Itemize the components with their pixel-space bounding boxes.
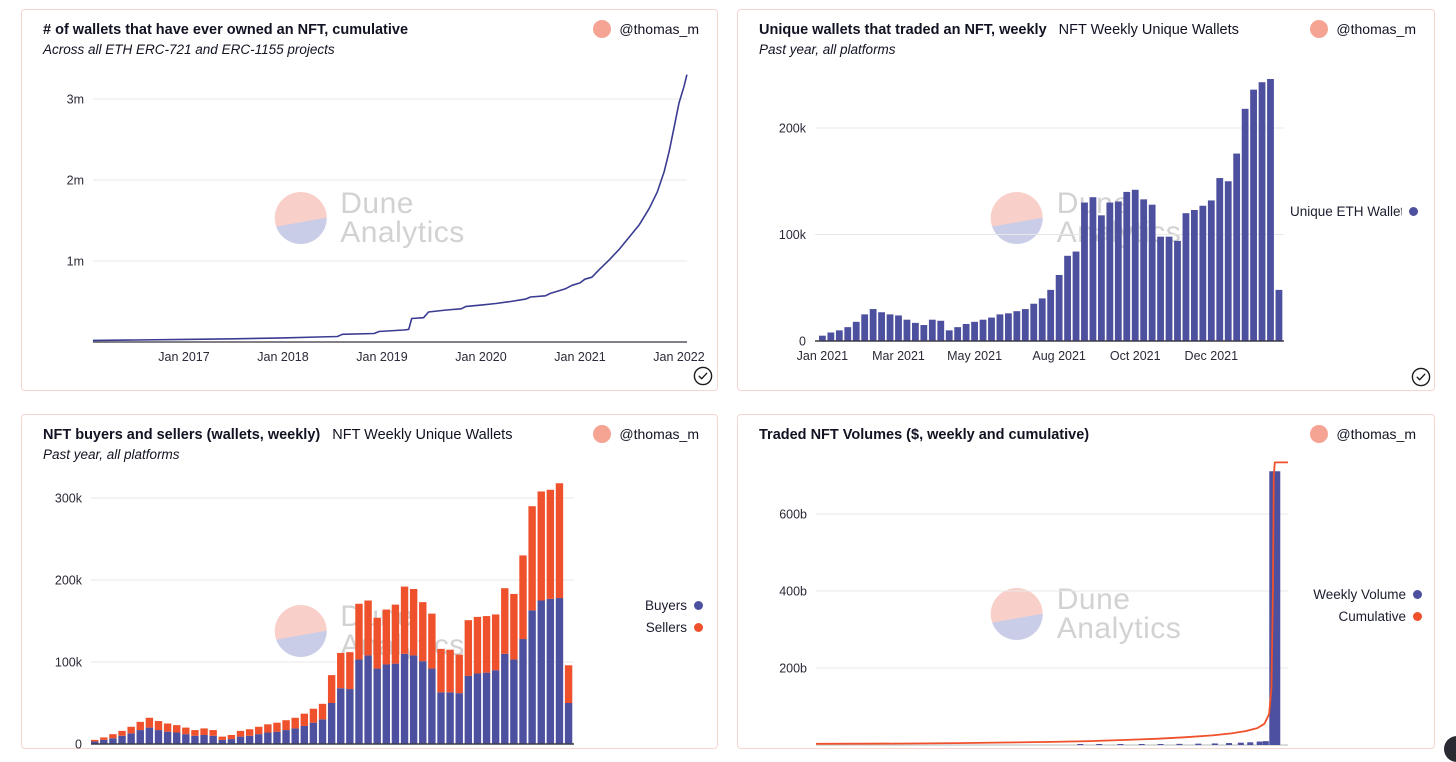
svg-text:400b: 400b bbox=[779, 585, 807, 599]
svg-text:2m: 2m bbox=[67, 174, 84, 188]
legend-label: Sellers bbox=[645, 620, 687, 635]
author-name: @thomas_m bbox=[619, 21, 699, 37]
panel-title-text: # of wallets that have ever owned an NFT… bbox=[43, 22, 409, 38]
svg-text:Jan 2018: Jan 2018 bbox=[257, 350, 308, 364]
panel-subtitle: Past year, all platforms bbox=[43, 447, 180, 462]
svg-text:Jan 2020: Jan 2020 bbox=[455, 350, 506, 364]
panel-title: NFT buyers and sellers (wallets, weekly)… bbox=[43, 427, 567, 443]
svg-text:3m: 3m bbox=[67, 93, 84, 107]
author-name: @thomas_m bbox=[1336, 426, 1416, 442]
panel-header: Traded NFT Volumes ($, weekly and cumula… bbox=[759, 427, 1284, 443]
avatar bbox=[593, 425, 612, 443]
stacked-bar-chart-buyers-sellers: 0 100k 200k 300k bbox=[55, 483, 574, 751]
svg-text:Aug 2021: Aug 2021 bbox=[1032, 349, 1086, 363]
panel-header: NFT buyers and sellers (wallets, weekly)… bbox=[43, 427, 567, 462]
svg-text:100k: 100k bbox=[779, 228, 807, 242]
legend-dot-icon bbox=[694, 601, 703, 610]
svg-text:0: 0 bbox=[75, 738, 82, 751]
partial-check-icon[interactable] bbox=[1444, 736, 1456, 762]
bar-chart-unique-wallets: 0 100k 200k Jan 2021 Mar 2021 May 2021 Aug 202… bbox=[779, 79, 1284, 363]
panel-title: Unique wallets that traded an NFT, weekl… bbox=[759, 22, 1284, 38]
svg-text:300k: 300k bbox=[55, 492, 83, 506]
panel-subtitle: Across all ETH ERC-721 and ERC-1155 proj… bbox=[43, 42, 335, 57]
avatar bbox=[1310, 425, 1329, 443]
panel-unique-wallets-weekly: Unique wallets that traded an NFT, weekl… bbox=[737, 9, 1435, 391]
legend-label: Unique ETH Wallet bbox=[1290, 204, 1402, 219]
svg-text:Jan 2021: Jan 2021 bbox=[797, 349, 848, 363]
chart-legend: Weekly Volume Cumulative bbox=[1313, 587, 1422, 624]
legend-item[interactable]: Buyers bbox=[645, 598, 703, 613]
chart-legend: Buyers Sellers bbox=[645, 598, 703, 635]
panel-buyers-sellers: NFT buyers and sellers (wallets, weekly)… bbox=[21, 414, 718, 751]
panel-title-secondary: NFT Weekly Unique Wallets bbox=[1058, 22, 1239, 38]
panel-title-text: Traded NFT Volumes ($, weekly and cumula… bbox=[759, 427, 1090, 443]
svg-text:100k: 100k bbox=[55, 656, 83, 670]
legend-item[interactable]: Unique ETH Wallet bbox=[1290, 204, 1418, 219]
author-chip[interactable]: @thomas_m bbox=[593, 20, 699, 38]
panel-traded-volumes: Traded NFT Volumes ($, weekly and cumula… bbox=[737, 414, 1435, 749]
legend-dot-icon bbox=[694, 623, 703, 632]
svg-text:Oct 2021: Oct 2021 bbox=[1110, 349, 1161, 363]
svg-text:600b: 600b bbox=[779, 508, 807, 522]
legend-dot-icon bbox=[1413, 612, 1422, 621]
legend-item[interactable]: Weekly Volume bbox=[1313, 587, 1422, 602]
avatar bbox=[1310, 20, 1329, 38]
svg-text:Dec 2021: Dec 2021 bbox=[1185, 349, 1239, 363]
panel-title-text: NFT buyers and sellers (wallets, weekly) bbox=[43, 427, 321, 443]
legend-label: Weekly Volume bbox=[1313, 587, 1406, 602]
legend-dot-icon bbox=[1413, 590, 1422, 599]
author-name: @thomas_m bbox=[1336, 21, 1416, 37]
verified-check-icon[interactable] bbox=[692, 365, 714, 387]
svg-text:0: 0 bbox=[799, 335, 806, 349]
chart-legend: Unique ETH Wallet bbox=[1290, 204, 1418, 219]
svg-text:Mar 2021: Mar 2021 bbox=[872, 349, 925, 363]
author-name: @thomas_m bbox=[619, 426, 699, 442]
svg-text:200k: 200k bbox=[55, 574, 83, 588]
panel-title-text: Unique wallets that traded an NFT, weekl… bbox=[759, 22, 1047, 38]
avatar bbox=[593, 20, 612, 38]
author-chip[interactable]: @thomas_m bbox=[1310, 425, 1416, 443]
svg-text:Jan 2019: Jan 2019 bbox=[356, 350, 407, 364]
svg-text:200b: 200b bbox=[779, 662, 807, 676]
combo-chart-traded-volumes: 200b 400b 600b bbox=[779, 461, 1288, 746]
panel-subtitle: Past year, all platforms bbox=[759, 42, 896, 57]
author-chip[interactable]: @thomas_m bbox=[593, 425, 699, 443]
svg-text:200k: 200k bbox=[779, 122, 807, 136]
panel-header: # of wallets that have ever owned an NFT… bbox=[43, 22, 567, 57]
svg-text:1m: 1m bbox=[67, 255, 84, 269]
line-chart-wallets-cumulative: 1m 2m 3m Jan 2017 Jan 2018 Jan 2019 Jan 2020 Ja… bbox=[67, 74, 705, 364]
verified-check-icon[interactable] bbox=[1410, 366, 1432, 388]
author-chip[interactable]: @thomas_m bbox=[1310, 20, 1416, 38]
panel-wallets-cumulative: # of wallets that have ever owned an NFT… bbox=[21, 9, 718, 391]
svg-text:Jan 2017: Jan 2017 bbox=[158, 350, 209, 364]
panel-header: Unique wallets that traded an NFT, weekl… bbox=[759, 22, 1284, 57]
legend-label: Buyers bbox=[644, 598, 687, 613]
legend-item[interactable]: Cumulative bbox=[1338, 609, 1422, 624]
legend-label: Cumulative bbox=[1338, 609, 1406, 624]
panel-title: # of wallets that have ever owned an NFT… bbox=[43, 22, 567, 38]
panel-title: Traded NFT Volumes ($, weekly and cumula… bbox=[759, 427, 1284, 443]
svg-text:May 2021: May 2021 bbox=[947, 349, 1002, 363]
svg-text:Jan 2022: Jan 2022 bbox=[653, 350, 704, 364]
legend-dot-icon bbox=[1409, 207, 1418, 216]
svg-text:Jan 2021: Jan 2021 bbox=[554, 350, 605, 364]
panel-title-secondary: NFT Weekly Unique Wallets bbox=[332, 427, 513, 443]
legend-item[interactable]: Sellers bbox=[646, 620, 703, 635]
